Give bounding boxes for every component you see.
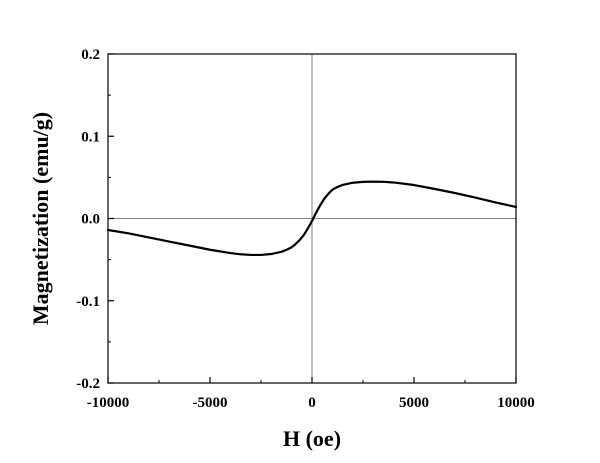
y-axis-title: Magnetization (emu/g) xyxy=(28,112,53,325)
y-axis-ticks: -0.2 -0.1 0.0 0.1 0.2 xyxy=(76,47,114,392)
y-tick-label: 0.2 xyxy=(81,47,100,63)
x-tick-label: 5000 xyxy=(399,395,429,411)
y-tick-label: 0.1 xyxy=(81,129,100,145)
y-tick-label: -0.2 xyxy=(76,376,100,392)
x-tick-label: 10000 xyxy=(497,395,535,411)
x-tick-label: -10000 xyxy=(87,395,130,411)
x-axis-title: H (oe) xyxy=(283,426,341,451)
y-tick-label: -0.1 xyxy=(76,294,100,310)
y-tick-label: 0.0 xyxy=(81,212,100,228)
x-tick-label: -5000 xyxy=(193,395,228,411)
x-tick-label: 0 xyxy=(308,395,316,411)
series-line xyxy=(106,180,518,257)
x-axis-ticks: -10000 -5000 0 5000 10000 xyxy=(87,377,535,411)
